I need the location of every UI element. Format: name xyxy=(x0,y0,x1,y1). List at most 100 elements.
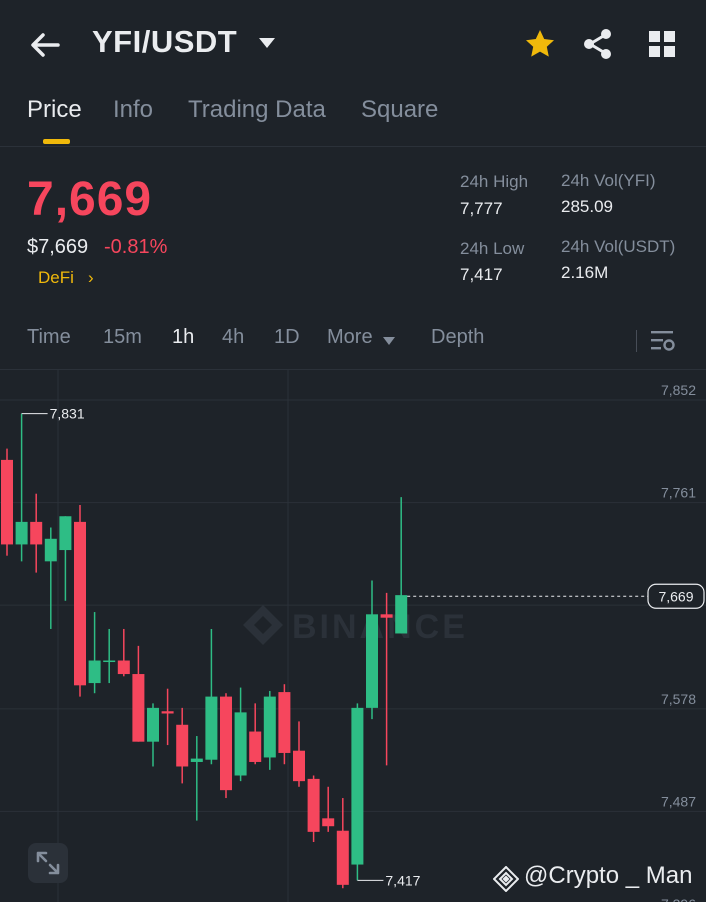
candle[interactable] xyxy=(147,703,159,767)
candle-body xyxy=(15,521,28,545)
candle-body xyxy=(249,731,262,762)
min-price-label: 7,417 xyxy=(385,872,420,888)
vol-quote-value: 2.16M xyxy=(561,263,609,282)
candle[interactable] xyxy=(205,628,218,765)
candle-body xyxy=(205,696,218,760)
tf-time[interactable]: Time xyxy=(27,326,71,348)
candle-body xyxy=(366,614,378,708)
low-label: 24h Low xyxy=(460,239,525,258)
author-credit: @Crypto _ Man xyxy=(524,862,693,889)
candle-body xyxy=(103,660,116,663)
candle[interactable] xyxy=(336,798,349,889)
candle[interactable] xyxy=(190,736,203,821)
caret-down-icon[interactable] xyxy=(383,337,395,345)
candle-body xyxy=(147,707,159,742)
price-usd: $7,669 xyxy=(27,236,89,258)
back-arrow-icon[interactable] xyxy=(28,28,62,62)
vol-base-label: 24h Vol(YFI) xyxy=(561,171,656,190)
tf-1d[interactable]: 1D xyxy=(274,326,300,348)
candle[interactable] xyxy=(176,707,189,784)
candle[interactable] xyxy=(351,703,364,881)
y-tick-label: 7,852 xyxy=(661,382,696,398)
candle-body xyxy=(30,521,43,545)
candle[interactable] xyxy=(249,703,262,765)
candle[interactable] xyxy=(293,721,305,787)
candle[interactable] xyxy=(307,775,320,843)
share-icon[interactable] xyxy=(583,28,613,60)
y-tick-label: 7,487 xyxy=(661,793,696,809)
timeframe-bar: Time 15m 1h 4h 1D More Depth xyxy=(0,326,706,362)
expand-icon xyxy=(36,851,60,875)
candle[interactable] xyxy=(15,413,28,562)
candle[interactable] xyxy=(220,693,232,799)
chevron-right-icon[interactable]: › xyxy=(88,268,94,287)
candle-body xyxy=(59,516,72,551)
candle[interactable] xyxy=(103,628,116,684)
candle-body xyxy=(263,696,276,758)
candle[interactable] xyxy=(322,786,335,832)
candle[interactable] xyxy=(132,645,145,742)
candle[interactable] xyxy=(30,493,43,573)
last-price: 7,669 xyxy=(27,173,153,226)
tf-4h[interactable]: 4h xyxy=(222,326,245,348)
candle-body xyxy=(117,660,130,675)
caret-down-icon[interactable] xyxy=(258,36,276,50)
candle-body xyxy=(351,707,364,865)
last-price-badge xyxy=(647,583,705,609)
tf-1h[interactable]: 1h xyxy=(172,326,195,348)
last-price-badge-label: 7,669 xyxy=(658,588,693,604)
candle-body xyxy=(190,758,203,762)
price-change: -0.81% xyxy=(104,236,168,258)
candle-body xyxy=(176,724,189,767)
candle-body xyxy=(395,595,408,634)
candle-body xyxy=(132,674,145,742)
high-value: 7,777 xyxy=(460,199,503,218)
candle[interactable] xyxy=(395,497,408,634)
candle[interactable] xyxy=(161,688,174,746)
chart-watermark: BINANCE xyxy=(292,608,468,646)
candle[interactable] xyxy=(88,612,101,694)
y-tick-label: 7,396 xyxy=(661,896,696,902)
pair-title[interactable]: YFI/USDT xyxy=(92,24,238,59)
page-tabs: Price Info Trading Data Square xyxy=(0,96,706,144)
candle[interactable] xyxy=(59,516,72,601)
candle[interactable] xyxy=(263,690,276,770)
tab-square[interactable]: Square xyxy=(361,96,439,123)
tab-price[interactable]: Price xyxy=(27,96,82,123)
candle-body xyxy=(234,712,247,776)
low-value: 7,417 xyxy=(460,265,503,284)
candle-body xyxy=(322,818,335,827)
tf-depth[interactable]: Depth xyxy=(431,326,485,348)
chart-settings-icon[interactable] xyxy=(650,329,676,353)
binance-logo-watermark xyxy=(243,605,283,645)
tab-info[interactable]: Info xyxy=(113,96,154,123)
candle-body xyxy=(307,778,320,832)
candle[interactable] xyxy=(1,448,13,556)
star-icon[interactable] xyxy=(524,28,556,60)
candle[interactable] xyxy=(380,592,393,766)
expand-chart-button[interactable] xyxy=(28,843,68,883)
grid-icon[interactable] xyxy=(648,30,676,58)
high-label: 24h High xyxy=(460,172,529,191)
candle[interactable] xyxy=(44,527,57,629)
sector-tag[interactable]: DeFi xyxy=(38,268,74,287)
tf-15m[interactable]: 15m xyxy=(103,326,142,348)
divider xyxy=(0,369,706,370)
candle[interactable] xyxy=(117,628,130,677)
top-bar: YFI/USDT xyxy=(0,0,706,90)
candle[interactable] xyxy=(234,687,247,782)
candle-body xyxy=(220,696,232,791)
candle[interactable] xyxy=(278,684,291,765)
max-price-label: 7,831 xyxy=(50,406,85,422)
candle-body xyxy=(293,750,305,782)
tf-more[interactable]: More xyxy=(327,326,373,348)
candle[interactable] xyxy=(366,580,378,720)
tab-trading-data[interactable]: Trading Data xyxy=(188,96,326,123)
candle-body xyxy=(74,521,86,686)
candle[interactable] xyxy=(74,504,86,697)
candle-body xyxy=(380,614,393,618)
candle-body xyxy=(44,538,57,562)
candle-body xyxy=(1,459,13,545)
y-tick-label: 7,761 xyxy=(661,485,696,501)
